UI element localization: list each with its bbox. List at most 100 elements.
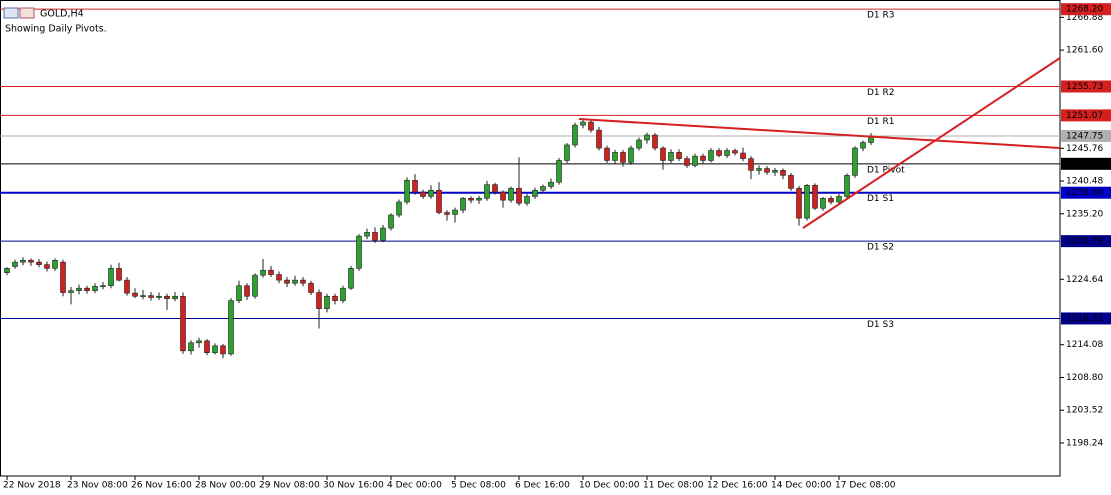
candle-body — [76, 287, 82, 291]
candle-body — [36, 261, 42, 265]
candle-body — [692, 155, 698, 166]
candle-body — [44, 264, 50, 269]
candle-body — [252, 274, 258, 297]
candle-body — [188, 342, 194, 352]
price-label: 1230.79 — [1066, 237, 1103, 247]
y-tick-label: 1245.76 — [1066, 144, 1103, 154]
candle-body — [716, 150, 722, 156]
candle-body — [620, 152, 626, 163]
candle-body — [780, 170, 786, 176]
candle-body — [588, 121, 594, 131]
x-tick-label: 17 Dec 08:00 — [835, 481, 896, 491]
candle-body — [804, 184, 810, 219]
candle-body — [268, 269, 274, 275]
candle-body — [148, 295, 154, 298]
candle-body — [412, 180, 418, 193]
candle-body — [388, 214, 394, 229]
candle-body — [708, 150, 714, 161]
y-tick-label: 1240.48 — [1066, 177, 1103, 187]
candle-body — [812, 184, 818, 209]
candle-body — [220, 345, 226, 355]
candle-body — [4, 268, 10, 273]
x-tick-label: 12 Dec 16:00 — [707, 481, 768, 491]
pivot-name: D1 R3 — [867, 11, 895, 21]
y-tick-label: 1261.60 — [1066, 46, 1103, 56]
candle-body — [380, 227, 386, 241]
x-tick-label: 10 Dec 00:00 — [579, 481, 640, 491]
candle-body — [212, 345, 218, 353]
x-tick-label: 28 Nov 00:00 — [195, 481, 256, 491]
candle-body — [244, 285, 250, 297]
candle-body — [444, 212, 450, 215]
candle-body — [180, 295, 186, 352]
candle-body — [556, 160, 562, 183]
candle-body — [172, 295, 178, 300]
candle-body — [852, 147, 858, 176]
candle-body — [68, 290, 74, 293]
chart-title: GOLD,H4 — [40, 9, 84, 20]
candle-body — [668, 152, 674, 161]
candle-body — [460, 197, 466, 211]
candle-body — [396, 201, 402, 216]
candle-body — [772, 170, 778, 173]
candle-body — [348, 268, 354, 289]
candle-body — [92, 286, 98, 291]
candle-body — [116, 268, 122, 281]
candle-body — [644, 134, 650, 141]
price-label: 1243.26 — [1066, 159, 1103, 169]
candle-body — [452, 209, 458, 215]
candle-body — [492, 184, 498, 193]
chart-subtitle: Showing Daily Pivots. — [5, 24, 107, 35]
plot-frame — [0, 0, 1061, 477]
candle-body — [308, 282, 314, 293]
pivot-name: D1 S3 — [867, 320, 894, 330]
candle-body — [740, 152, 746, 159]
price-label: 1255.73 — [1066, 82, 1103, 92]
candle-body — [580, 121, 586, 126]
header: GOLD,H4 Showing Daily Pivots. — [3, 7, 107, 35]
price-label: 1268.20 — [1066, 5, 1103, 15]
y-tick-label: 1235.20 — [1066, 209, 1103, 219]
price-box — [1061, 80, 1111, 93]
price-box — [1061, 186, 1111, 199]
candle-body — [324, 295, 330, 309]
candle-body — [340, 287, 346, 301]
candle-body — [124, 279, 130, 294]
candle-body — [332, 295, 338, 301]
candle-body — [52, 259, 58, 269]
candle-body — [676, 152, 682, 159]
pivot-name: D1 S1 — [867, 194, 894, 204]
candle-body — [532, 189, 538, 197]
candle-body — [796, 188, 802, 219]
candle-body — [540, 186, 546, 191]
candle-body — [636, 139, 642, 149]
candle-body — [700, 155, 706, 161]
candle-body — [132, 292, 138, 297]
symbol-icon — [19, 7, 35, 19]
candle-body — [316, 292, 322, 309]
price-box — [1061, 129, 1111, 142]
candle-body — [156, 295, 162, 298]
pivot-name: D1 R2 — [867, 88, 895, 98]
candle-body — [604, 147, 610, 161]
candle-body — [84, 287, 90, 291]
y-tick-label: 1224.64 — [1066, 275, 1103, 285]
trendline — [802, 57, 1061, 229]
x-tick-label: 22 Nov 2018 — [3, 481, 61, 491]
candle-body — [164, 295, 170, 300]
candle-body — [732, 150, 738, 154]
candle-body — [428, 189, 434, 197]
candle-body — [508, 188, 514, 201]
candle-body — [276, 274, 282, 281]
candle-body — [500, 191, 506, 201]
candle-body — [404, 180, 410, 203]
candle-body — [356, 235, 362, 269]
x-tick-label: 23 Nov 08:00 — [67, 481, 128, 491]
candle-body — [20, 259, 26, 263]
x-tick-label: 6 Dec 16:00 — [515, 481, 570, 491]
candle-body — [524, 196, 530, 204]
y-tick-label: 1208.80 — [1066, 373, 1103, 383]
candle-body — [628, 147, 634, 163]
candle-body — [228, 300, 234, 355]
price-label: 1238.60 — [1066, 188, 1103, 198]
